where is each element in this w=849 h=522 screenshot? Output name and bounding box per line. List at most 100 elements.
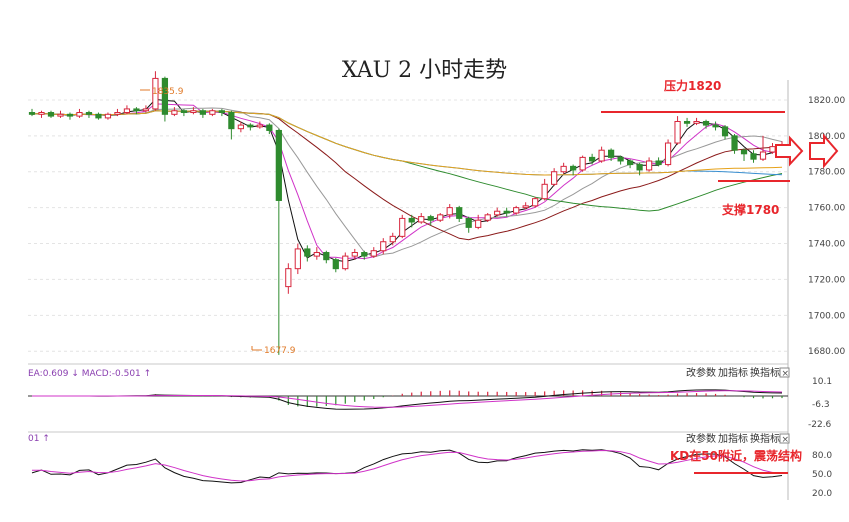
candle <box>247 123 254 131</box>
candle <box>579 155 586 172</box>
resistance-label: 压力1820 <box>664 78 721 93</box>
macd-tick-mid: -6.3 <box>812 400 830 410</box>
candle <box>104 112 112 120</box>
candle <box>133 107 140 115</box>
low-marker-label: 1677.9 <box>264 346 296 356</box>
candle <box>702 119 710 129</box>
candle <box>294 243 301 275</box>
candle <box>598 146 605 163</box>
kd-close-button[interactable] <box>779 433 790 444</box>
macd-tick-bottom: -22.6 <box>808 420 832 430</box>
candle <box>256 121 263 129</box>
price-axis: 1820.00 1800.00 1780.00 1760.00 1740.00 1720.… <box>808 96 845 357</box>
candle <box>645 157 653 172</box>
price-tick-label: 1740.00 <box>808 240 845 250</box>
candle <box>721 125 729 140</box>
candle <box>123 105 131 115</box>
candle <box>285 263 292 294</box>
price-tick-label: 1780.00 <box>808 168 845 178</box>
candle <box>399 214 406 239</box>
kd-tick-80: 80.0 <box>812 451 832 461</box>
kd-tick-50: 50.0 <box>812 470 832 480</box>
candle <box>560 162 567 174</box>
candle <box>370 247 377 258</box>
candle <box>636 162 643 176</box>
candle <box>674 116 681 145</box>
candle <box>76 108 83 118</box>
candle <box>712 121 719 131</box>
candle <box>693 117 700 126</box>
candle <box>465 216 472 233</box>
candle <box>683 117 691 127</box>
candle <box>522 202 529 210</box>
candle <box>389 232 396 246</box>
candle <box>740 148 748 161</box>
candle <box>750 150 757 163</box>
ma-20-line <box>31 110 783 241</box>
candle <box>503 207 510 217</box>
candle <box>484 213 491 222</box>
candle <box>28 108 36 117</box>
macd-switch-indicator-button[interactable]: 换指标 <box>750 366 780 379</box>
macd-add-indicator-button[interactable]: 加指标 <box>718 366 748 379</box>
candle <box>427 214 434 226</box>
candle <box>57 110 64 118</box>
candle <box>161 76 169 122</box>
candle <box>513 205 520 215</box>
support-label: 支撑1780 <box>721 202 779 217</box>
ma-5-line <box>31 103 783 260</box>
candle <box>532 196 539 208</box>
candle <box>152 71 159 111</box>
candle <box>446 204 453 219</box>
candle <box>408 214 415 228</box>
candle <box>664 139 672 167</box>
macd-tick-top: 10.1 <box>812 377 832 387</box>
candle <box>351 248 358 260</box>
candle <box>437 213 444 222</box>
high-marker-label: 1835.9 <box>152 87 184 97</box>
kd-switch-indicator-button[interactable]: 换指标 <box>750 432 780 445</box>
kd-panel <box>31 449 783 484</box>
kd-d-line <box>31 450 783 482</box>
price-tick-label: 1820.00 <box>808 96 845 106</box>
candle <box>47 110 55 118</box>
candle <box>551 168 558 187</box>
kd-tick-20: 20.0 <box>812 489 832 499</box>
macd-close-button[interactable] <box>779 367 790 378</box>
price-tick-label: 1800.00 <box>808 132 845 142</box>
candle <box>769 143 776 154</box>
moving-averages <box>31 98 783 263</box>
candle <box>361 250 368 260</box>
candle <box>199 108 206 118</box>
candle <box>114 108 121 117</box>
candle <box>342 252 349 271</box>
kd-legend: 01 ↑ <box>28 434 50 444</box>
kd-edit-params-button[interactable]: 改参数 <box>686 432 716 445</box>
macd-dea-line <box>31 390 783 408</box>
arrow-right-icon <box>775 135 804 167</box>
candle <box>66 112 74 120</box>
candle <box>304 245 311 262</box>
macd-edit-params-button[interactable]: 改参数 <box>686 366 716 379</box>
candle <box>209 108 216 117</box>
candle <box>617 155 624 165</box>
candle <box>142 105 150 113</box>
price-tick-label: 1760.00 <box>808 204 845 214</box>
candle <box>570 164 577 176</box>
kd-add-indicator-button[interactable]: 加指标 <box>718 432 748 445</box>
candle <box>85 110 93 118</box>
candle <box>655 157 662 167</box>
ma-10-line <box>31 107 783 258</box>
candle <box>494 207 501 217</box>
candle <box>313 247 320 260</box>
candle <box>275 128 282 355</box>
price-tick-label: 1680.00 <box>808 347 845 357</box>
macd-panel <box>28 389 788 410</box>
candle <box>332 257 339 273</box>
candle <box>180 108 188 117</box>
candle <box>589 153 596 165</box>
candle <box>759 135 767 161</box>
candle <box>380 238 387 255</box>
price-tick-label: 1700.00 <box>808 311 845 321</box>
